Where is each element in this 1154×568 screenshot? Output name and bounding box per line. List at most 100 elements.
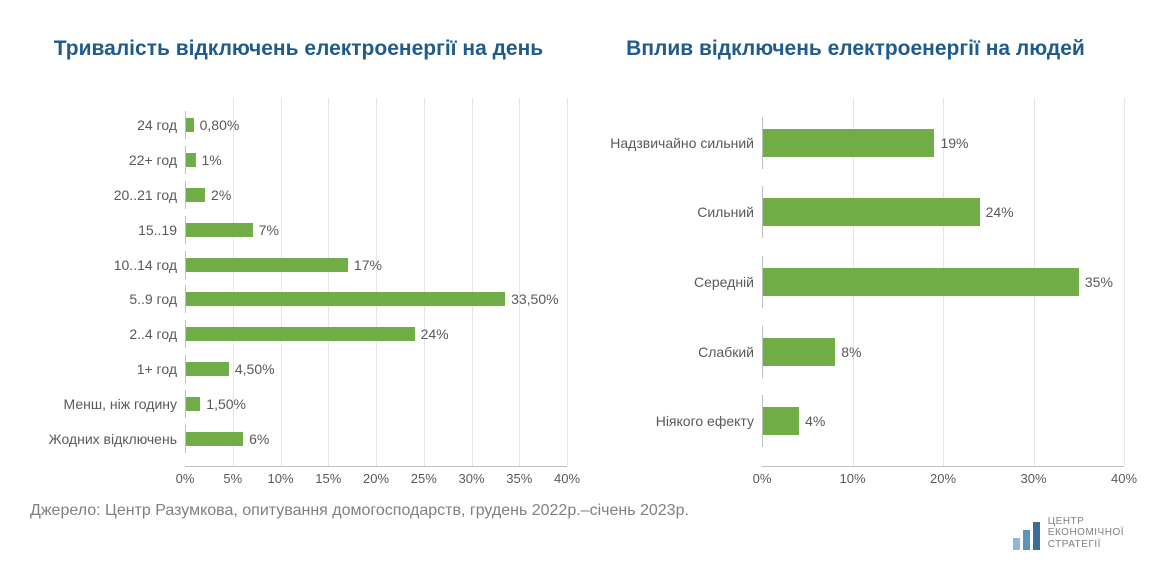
value-label: 2%	[211, 187, 231, 203]
value-label: 1%	[202, 152, 222, 168]
bar-row: Слабкий 8%	[587, 326, 1124, 378]
logo-line-3: СТРАТЕГІЇ	[1048, 539, 1124, 551]
bar-row: Ніякого ефекту 4%	[587, 395, 1124, 447]
category-label: 5..9 год	[30, 291, 185, 307]
bar-row: 24 год 0,80%	[30, 111, 567, 139]
bar-row: Надзвичайно сильний19%	[587, 117, 1124, 169]
source-text: Джерело: Центр Разумкова, опитування дом…	[30, 502, 1124, 520]
bar-row: Сильний 24%	[587, 186, 1124, 238]
bar-row: 5..9 год 33,50%	[30, 285, 567, 313]
logo-text: ЦЕНТР ЕКОНОМІЧНОЇ СТРАТЕГІЇ	[1048, 516, 1124, 551]
bar	[763, 198, 980, 226]
category-label: Ніякого ефекту	[587, 413, 762, 429]
x-tick-label: 20%	[363, 471, 389, 486]
bar-track: 7%	[185, 216, 567, 244]
bar-track: 33,50%	[185, 285, 567, 313]
x-tick-label: 20%	[930, 471, 956, 486]
x-tick-label: 30%	[458, 471, 484, 486]
right-bars-region: Надзвичайно сильний19% Сильний 24% Середній…	[587, 98, 1124, 466]
category-label: 2..4 год	[30, 326, 185, 342]
category-label: Середній	[587, 274, 762, 290]
category-label: 10..14 год	[30, 257, 185, 273]
bar-track: 0,80%	[185, 111, 567, 139]
logo-bars-icon	[1013, 522, 1040, 550]
bar-row: Середній 35%	[587, 256, 1124, 308]
left-plot-area: 24 год 0,80% 22+ год1% 20..21 год 2% 15..19 7%…	[30, 98, 567, 490]
value-label: 7%	[259, 222, 279, 238]
left-x-axis: 0%5%10%15%20%25%30%35%40%	[185, 466, 567, 490]
category-label: Сильний	[587, 204, 762, 220]
category-label: Слабкий	[587, 344, 762, 360]
bar-row: Жодних відключень 6%	[30, 425, 567, 453]
category-label: Менш, ніж годину	[30, 396, 185, 412]
category-label: 15..19	[30, 222, 185, 238]
bar	[763, 268, 1079, 296]
bar-row: 2..4 год 24%	[30, 320, 567, 348]
category-label: Надзвичайно сильний	[587, 135, 762, 151]
bar	[763, 407, 799, 435]
bar-track: 24%	[762, 186, 1124, 238]
bar	[763, 338, 835, 366]
left-chart-panel: Тривалість відключень електроенергії на …	[30, 20, 567, 490]
bar-track: 19%	[762, 117, 1124, 169]
value-label: 35%	[1085, 274, 1113, 290]
bar-track: 24%	[185, 320, 567, 348]
left-bars-region: 24 год 0,80% 22+ год1% 20..21 год 2% 15..19 7%…	[30, 98, 567, 466]
bar-row: 22+ год1%	[30, 146, 567, 174]
bar-track: 17%	[185, 251, 567, 279]
x-tick-label: 40%	[554, 471, 580, 486]
value-label: 8%	[841, 344, 861, 360]
x-tick-label: 10%	[839, 471, 865, 486]
logo-bar-icon	[1033, 522, 1040, 550]
x-tick-label: 10%	[267, 471, 293, 486]
value-label: 33,50%	[511, 291, 558, 307]
logo: ЦЕНТР ЕКОНОМІЧНОЇ СТРАТЕГІЇ	[1013, 516, 1124, 551]
right-x-axis: 0%10%20%30%40%	[762, 466, 1124, 490]
bar-row: 10..14 год 17%	[30, 251, 567, 279]
value-label: 17%	[354, 257, 382, 273]
value-label: 24%	[421, 326, 449, 342]
bar-track: 4%	[762, 395, 1124, 447]
x-tick-label: 30%	[1020, 471, 1046, 486]
category-label: 1+ год	[30, 361, 185, 377]
value-label: 4%	[805, 413, 825, 429]
right-plot-area: Надзвичайно сильний19% Сильний 24% Середній…	[587, 98, 1124, 490]
x-tick-label: 15%	[315, 471, 341, 486]
bar	[186, 362, 229, 376]
x-tick-label: 25%	[411, 471, 437, 486]
bar	[186, 153, 196, 167]
bar	[186, 188, 205, 202]
right-chart-panel: Вплив відключень електроенергії на людей…	[587, 20, 1124, 490]
x-tick-label: 40%	[1111, 471, 1137, 486]
bar-track: 1%	[185, 146, 567, 174]
right-chart-title: Вплив відключень електроенергії на людей	[587, 20, 1124, 78]
value-label: 4,50%	[235, 361, 275, 377]
bar	[186, 327, 415, 341]
x-tick-label: 0%	[753, 471, 772, 486]
bar-row: 20..21 год 2%	[30, 181, 567, 209]
charts-row: Тривалість відключень електроенергії на …	[30, 20, 1124, 490]
bar-track: 6%	[185, 425, 567, 453]
category-label: 20..21 год	[30, 187, 185, 203]
bar-track: 8%	[762, 326, 1124, 378]
bar	[186, 292, 505, 306]
logo-bar-icon	[1023, 530, 1030, 550]
bar	[186, 432, 243, 446]
bar-track: 1,50%	[185, 390, 567, 418]
bar-row: 1+ год 4,50%	[30, 355, 567, 383]
bar	[186, 397, 200, 411]
value-label: 0,80%	[200, 117, 240, 133]
x-tick-label: 5%	[223, 471, 242, 486]
category-label: 24 год	[30, 117, 185, 133]
bar-row: Менш, ніж годину1,50%	[30, 390, 567, 418]
bar	[186, 258, 348, 272]
value-label: 24%	[986, 204, 1014, 220]
bar-row: 15..19 7%	[30, 216, 567, 244]
bar-track: 2%	[185, 181, 567, 209]
bar-track: 35%	[762, 256, 1124, 308]
category-label: Жодних відключень	[30, 431, 185, 447]
value-label: 6%	[249, 431, 269, 447]
x-tick-label: 0%	[176, 471, 195, 486]
logo-line-2: ЕКОНОМІЧНОЇ	[1048, 527, 1124, 539]
logo-line-1: ЦЕНТР	[1048, 516, 1124, 528]
